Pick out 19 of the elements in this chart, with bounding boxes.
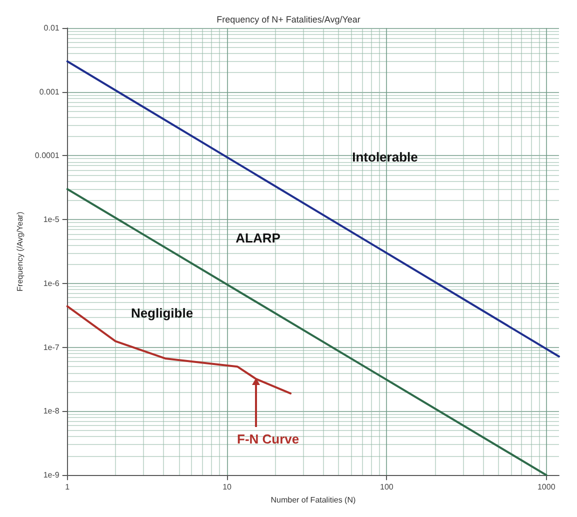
x-tick-label: 1 [65,482,70,492]
y-axis-title: Frequency (/Avg/Year) [16,211,24,292]
y-tick-label: 1e-6 [43,278,60,288]
y-tick-label: 0.001 [39,87,60,96]
x-tick-label: 1000 [537,482,556,492]
x-axis-title: Number of Fatalities (N) [270,496,356,504]
y-tick-label: 1e-7 [43,342,60,352]
chart-title: Frequency of N+ Fatalities/Avg/Year [216,14,360,24]
annotation: F-N Curve [237,431,300,446]
y-tick-label: 0.01 [44,24,60,32]
y-tick-label: 1e-5 [43,215,60,224]
annotation: Intolerable [352,150,418,164]
x-tick-label: 100 [380,482,394,492]
annotation: ALARP [236,230,281,246]
x-tick-label: 10 [222,482,232,492]
annotation: Negligible [130,306,194,320]
y-tick-label: 0.0001 [34,151,60,160]
y-tick-label: 1e-8 [43,406,60,416]
y-tick-label: 1e-9 [43,470,60,480]
